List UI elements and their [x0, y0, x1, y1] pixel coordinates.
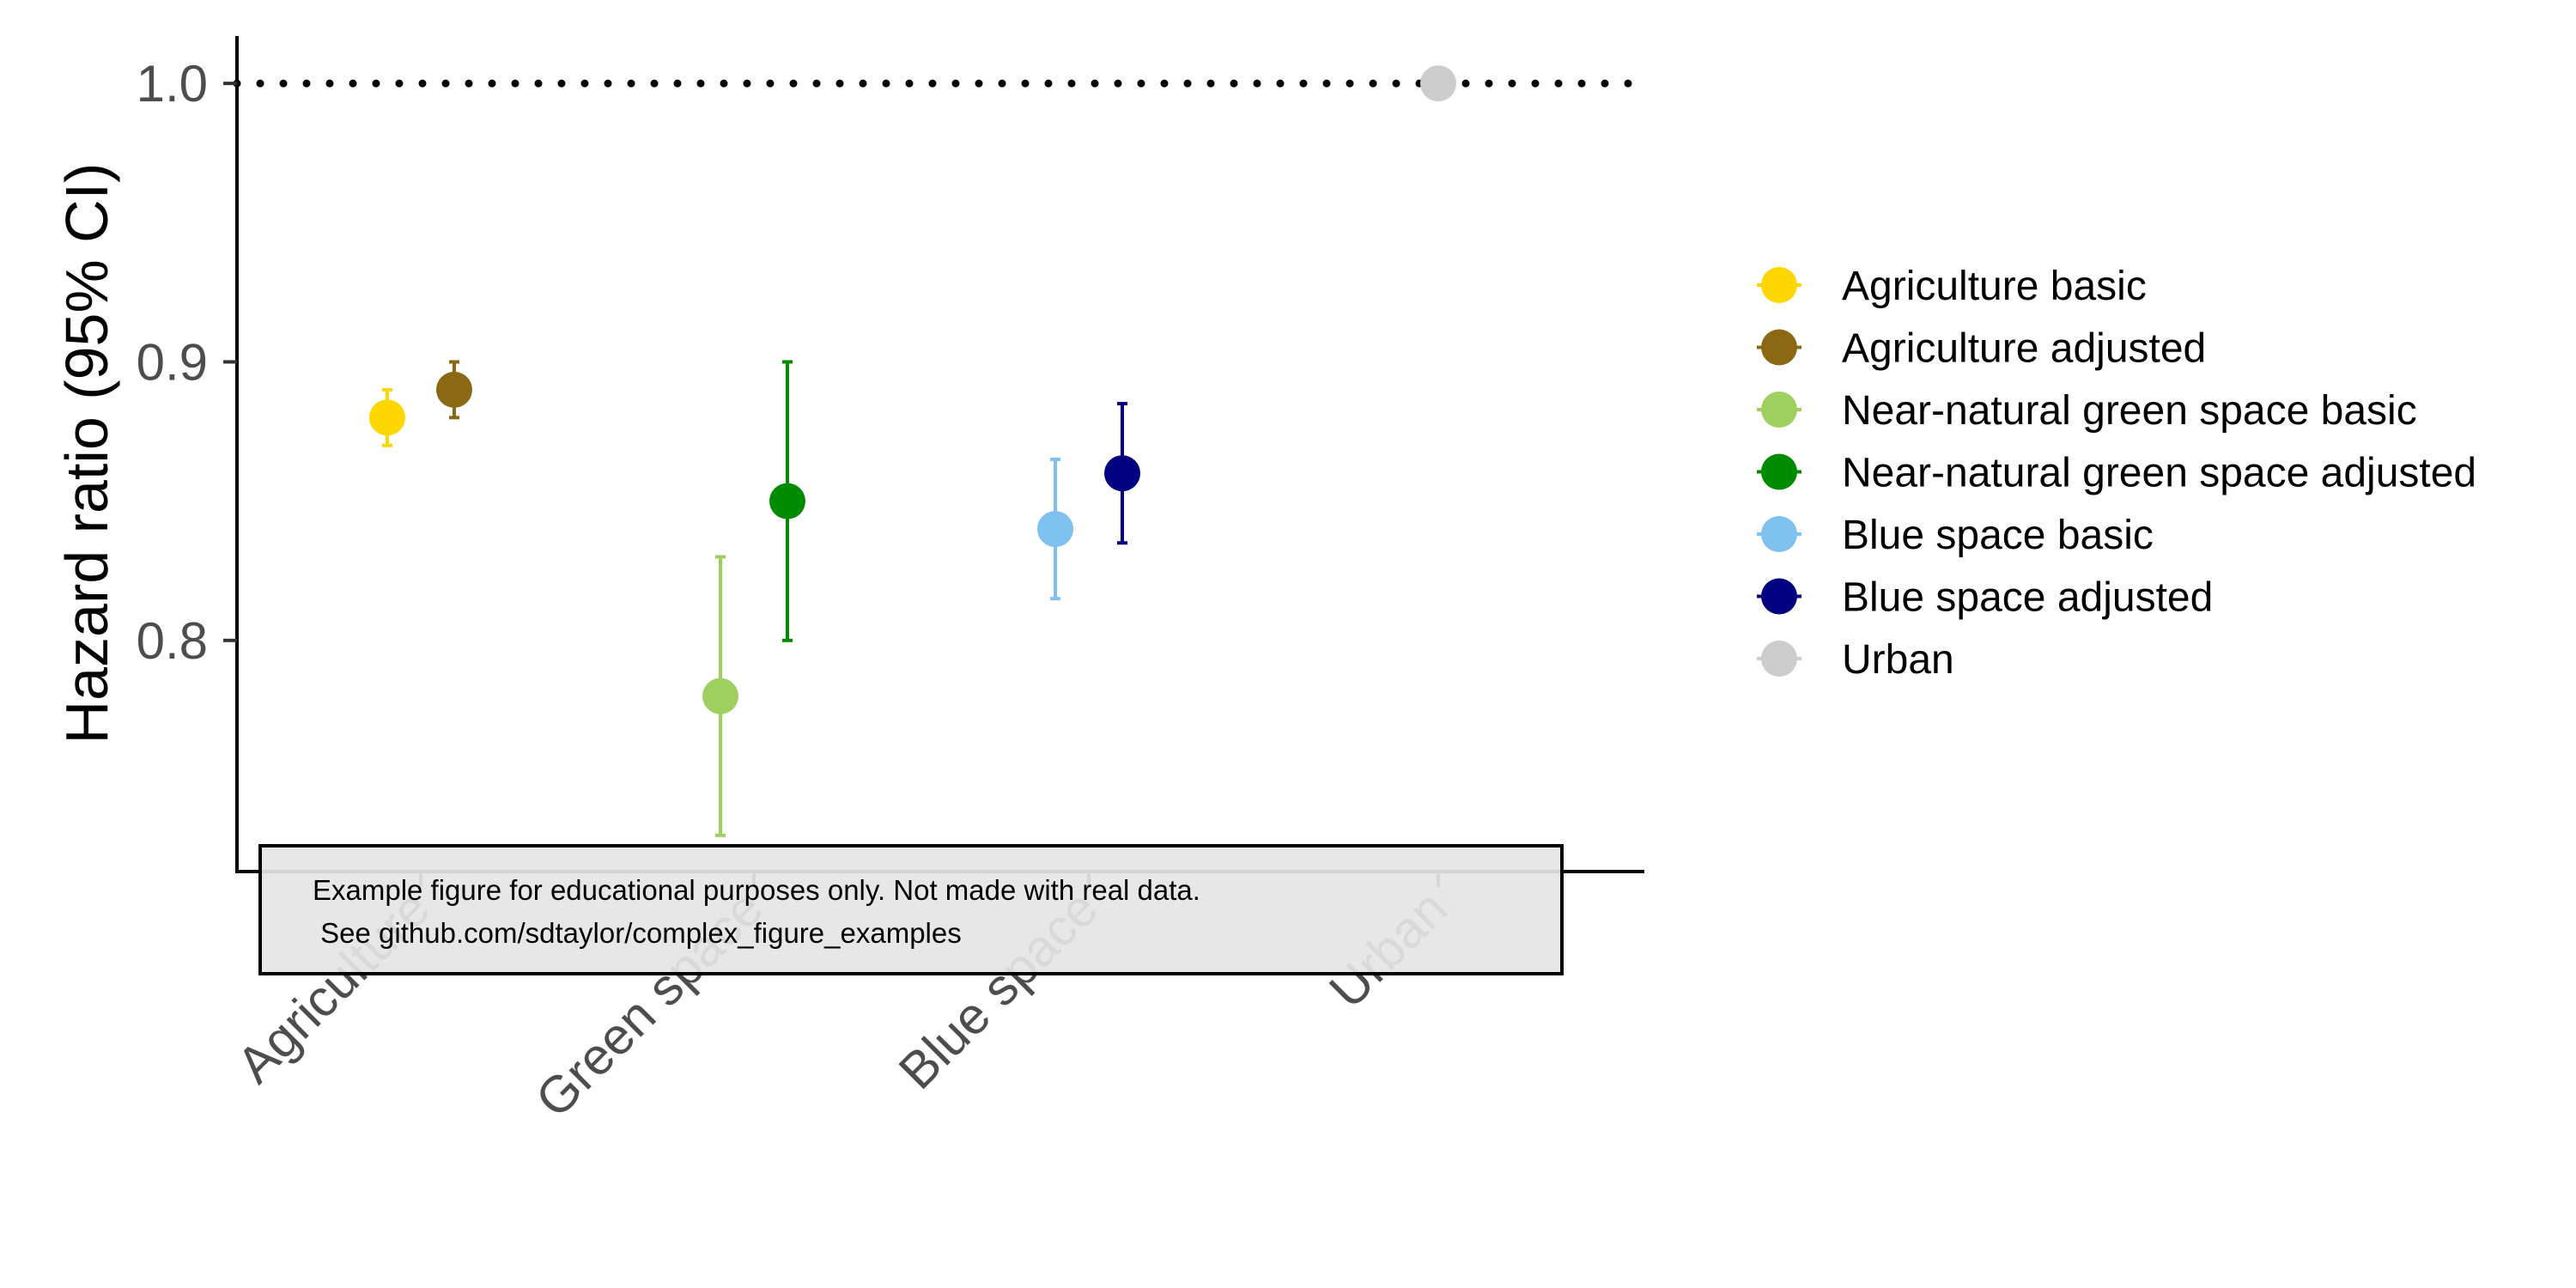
annotation-box: Example figure for educational purposes … — [258, 844, 1564, 975]
annotation-background — [258, 844, 1564, 975]
y-tick-label: 0.9 — [137, 333, 208, 391]
legend-label: Near-natural green space basic — [1842, 388, 2417, 434]
legend-label: Urban — [1842, 637, 1954, 683]
annotation-line-2: See github.com/sdtaylor/complex_figure_e… — [313, 917, 962, 949]
data-point — [1104, 455, 1140, 492]
data-point — [369, 399, 405, 436]
y-tick-label: 0.8 — [137, 612, 208, 670]
legend-key-point — [1761, 267, 1797, 303]
legend-label: Agriculture basic — [1842, 264, 2147, 309]
data-point — [436, 371, 472, 408]
y-ticks: 0.8 0.9 1.0 — [137, 55, 237, 670]
data-marks — [369, 65, 1456, 837]
legend-key-point — [1761, 453, 1797, 490]
legend-label: Near-natural green space adjusted — [1842, 451, 2476, 496]
legend-key-point — [1761, 516, 1797, 552]
legend-key-point — [1761, 329, 1797, 366]
y-tick-label: 1.0 — [137, 55, 208, 112]
legend: Agriculture basic Agriculture adjusted Nea… — [1757, 264, 2476, 683]
legend-key-point — [1761, 578, 1797, 615]
legend-label: Blue space basic — [1842, 513, 2154, 558]
legend-key-point — [1761, 641, 1797, 677]
legend-label: Blue space adjusted — [1842, 575, 2213, 621]
data-point — [769, 483, 805, 519]
annotation-line-1: Example figure for educational purposes … — [313, 874, 1200, 906]
data-point — [1037, 511, 1073, 548]
legend-label: Agriculture adjusted — [1842, 326, 2206, 372]
y-axis-label: Hazard ratio (95% CI) — [53, 163, 120, 744]
legend-key-point — [1761, 392, 1797, 428]
data-point — [702, 677, 738, 714]
data-point — [1420, 65, 1456, 102]
